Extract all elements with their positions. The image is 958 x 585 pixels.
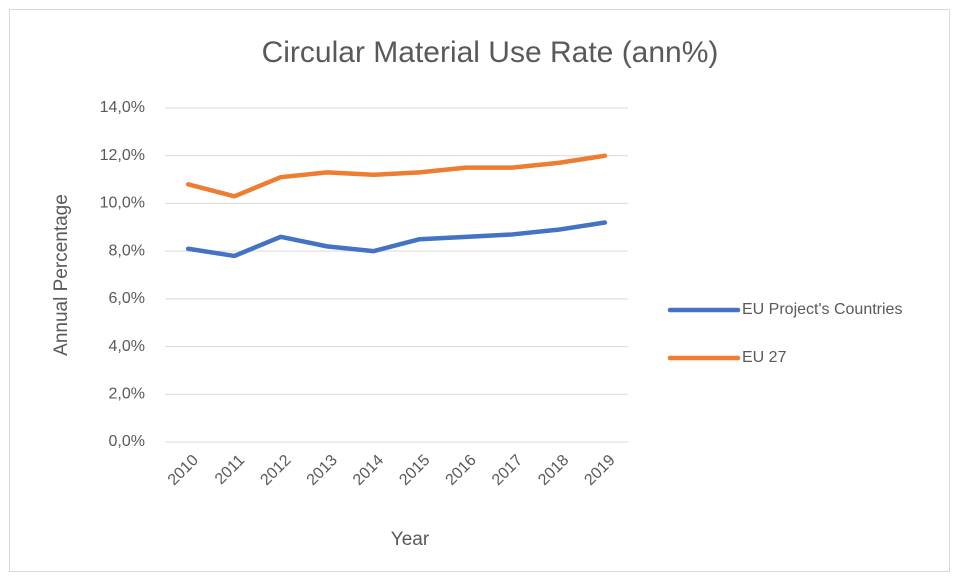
legend-label: EU Project's Countries bbox=[742, 301, 902, 318]
y-tick-label: 0,0% bbox=[109, 433, 145, 450]
y-tick-label: 8,0% bbox=[109, 242, 145, 259]
series-line bbox=[185, 220, 608, 259]
y-tick-label: 2,0% bbox=[109, 386, 145, 403]
y-tick-label: 10,0% bbox=[100, 195, 145, 212]
y-tick-label: 6,0% bbox=[109, 290, 145, 307]
y-axis-label: Annual Percentage bbox=[51, 194, 72, 356]
y-tick-label: 12,0% bbox=[100, 147, 145, 164]
y-tick-label: 14,0% bbox=[100, 99, 145, 116]
legend-label: EU 27 bbox=[742, 349, 787, 366]
x-axis-label: Year bbox=[391, 529, 430, 550]
chart-frame bbox=[9, 9, 950, 572]
y-tick-label: 4,0% bbox=[109, 338, 145, 355]
series-line bbox=[185, 153, 608, 199]
chart-title: Circular Material Use Rate (ann%) bbox=[262, 36, 719, 69]
